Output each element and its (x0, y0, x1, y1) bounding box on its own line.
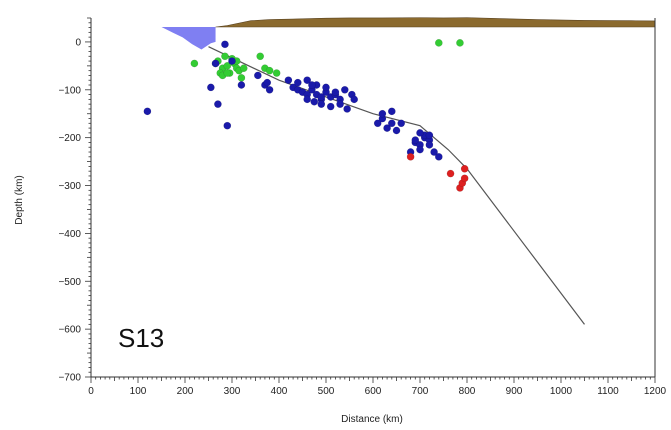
blue-earthquake-point (317, 93, 326, 101)
y-tick-label: −500 (58, 277, 81, 288)
blue-earthquake-point (303, 76, 312, 85)
blue-earthquake-point (383, 124, 391, 132)
green-earthquake-point (265, 66, 274, 75)
blue-earthquake-point (237, 81, 246, 89)
green-earthquake-point (456, 39, 464, 47)
x-tick-label: 700 (412, 386, 429, 397)
green-earthquake-point (190, 59, 199, 68)
blue-earthquake-point (326, 102, 335, 111)
green-earthquake-point (272, 69, 281, 77)
blue-earthquake-point (425, 141, 434, 149)
blue-earthquake-point (350, 95, 359, 104)
y-tick-label: −100 (58, 85, 81, 96)
blue-earthquake-point (254, 71, 262, 80)
green-earthquake-point (223, 69, 232, 77)
blue-earthquake-point (303, 95, 312, 104)
land-area (215, 17, 656, 28)
plot-frame (90, 18, 656, 378)
earthquake-points (143, 39, 469, 192)
red-earthquake-point (460, 174, 469, 183)
y-tick-label: −700 (58, 373, 81, 384)
blue-earthquake-point (331, 88, 340, 96)
blue-earthquake-point (416, 129, 424, 137)
blue-earthquake-point (284, 76, 293, 85)
blue-earthquake-point (336, 100, 344, 108)
y-axis: 0 −100 −200 −300 −400 −500 −600 −700 (58, 17, 91, 384)
x-axis-label: Distance (km) (341, 414, 403, 425)
blue-earthquake-point (317, 100, 326, 108)
blue-earthquake-point (293, 78, 302, 87)
blue-earthquake-point (223, 121, 232, 130)
blue-earthquake-point (143, 107, 152, 116)
blue-earthquake-point (263, 78, 272, 87)
blue-earthquake-point (310, 97, 319, 106)
x-tick-label: 800 (459, 386, 476, 397)
x-tick-label: 900 (506, 386, 523, 397)
x-tick-label: 600 (365, 386, 382, 397)
blue-earthquake-point (434, 153, 443, 161)
x-tick-label: 500 (318, 386, 335, 397)
section-label: S13 (118, 323, 164, 353)
x-axis: 0 100 200 300 400 500 600 700 800 900 1000 1100 1200 (88, 377, 667, 397)
y-tick-label: −200 (58, 133, 81, 144)
x-tick-label: 400 (271, 386, 288, 397)
blue-earthquake-point (340, 86, 349, 94)
green-earthquake-point (237, 74, 246, 82)
blue-earthquake-point (416, 145, 424, 154)
x-tick-label: 1100 (597, 386, 619, 397)
blue-earthquake-point (387, 107, 396, 116)
blue-earthquake-point (214, 100, 222, 108)
y-tick-label: 0 (75, 37, 81, 48)
terrain-profile (91, 17, 656, 50)
x-tick-label: 200 (177, 386, 194, 397)
x-tick-label: 100 (130, 386, 147, 397)
x-tick-label: 1200 (644, 386, 667, 397)
blue-earthquake-point (392, 126, 401, 135)
blue-earthquake-point (211, 59, 220, 68)
blue-earthquake-point (221, 40, 229, 49)
red-earthquake-point (406, 153, 415, 161)
y-tick-label: −300 (58, 181, 81, 192)
ocean-area (91, 27, 216, 50)
y-axis-label: Depth (km) (14, 175, 25, 224)
blue-earthquake-point (207, 83, 215, 92)
red-earthquake-point (446, 169, 455, 178)
blue-earthquake-point (228, 57, 236, 65)
x-tick-label: 300 (224, 386, 241, 397)
green-earthquake-point (434, 39, 443, 47)
x-tick-label: 1000 (550, 386, 573, 397)
blue-earthquake-point (411, 136, 420, 144)
blue-earthquake-point (387, 119, 396, 128)
green-earthquake-point (239, 64, 248, 73)
blue-earthquake-point (397, 119, 406, 128)
green-earthquake-point (221, 52, 229, 61)
blue-earthquake-point (265, 86, 274, 94)
blue-earthquake-point (430, 148, 438, 156)
blue-earthquake-point (322, 83, 330, 92)
blue-earthquake-point (425, 131, 434, 140)
blue-earthquake-point (378, 109, 387, 118)
blue-earthquake-point (343, 105, 351, 113)
x-tick-label: 0 (88, 386, 94, 397)
green-earthquake-point (256, 52, 265, 61)
y-tick-label: −400 (58, 229, 81, 240)
blue-earthquake-point (308, 81, 316, 89)
blue-earthquake-point (373, 119, 382, 128)
red-earthquake-point (460, 164, 469, 173)
y-tick-label: −600 (58, 325, 81, 336)
